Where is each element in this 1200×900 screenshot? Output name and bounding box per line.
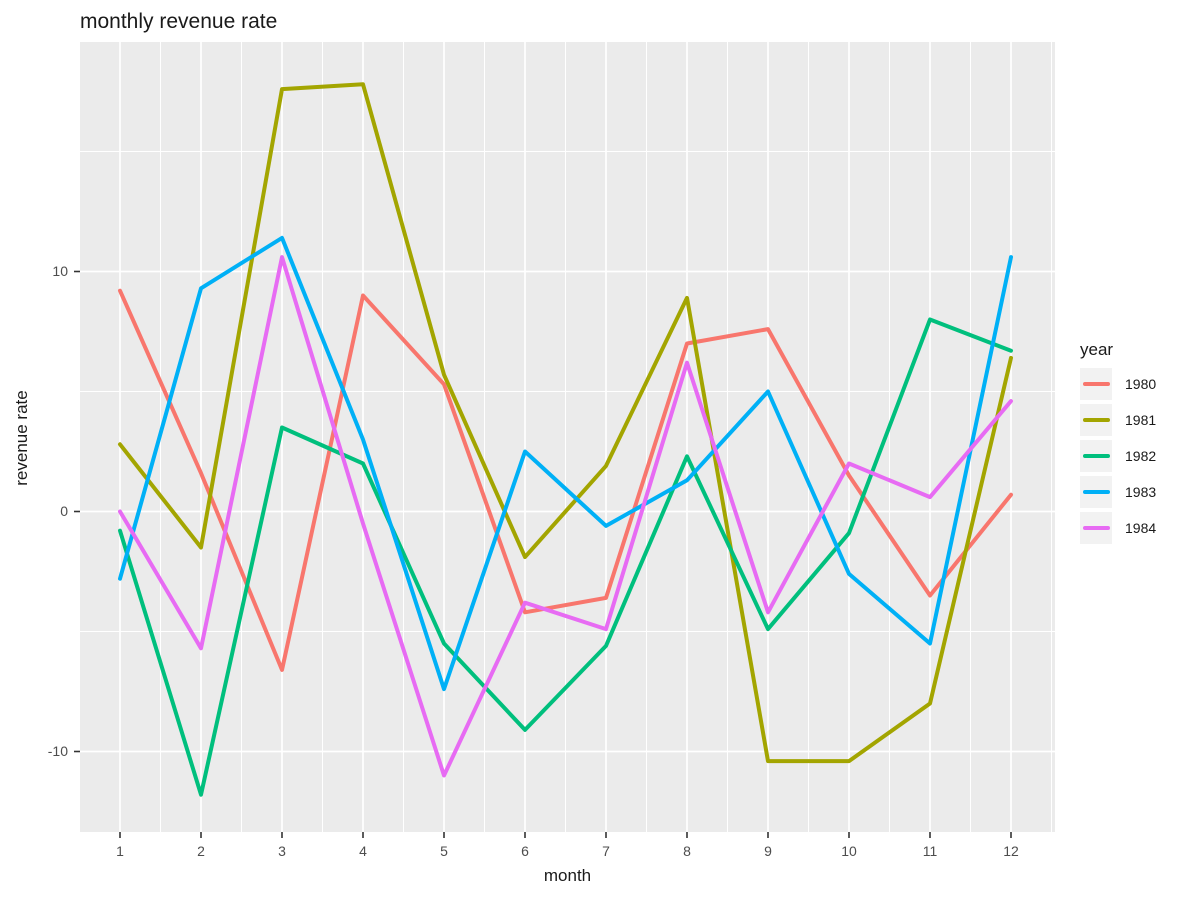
y-axis-title: revenue rate bbox=[12, 390, 31, 486]
x-tick-label: 12 bbox=[1003, 843, 1019, 859]
plot-panel bbox=[80, 42, 1055, 832]
legend-item-1983: 1983 bbox=[1080, 474, 1198, 510]
legend-label: 1983 bbox=[1125, 484, 1157, 500]
legend-key-swatch bbox=[1080, 440, 1112, 472]
legend-line-icon bbox=[1082, 454, 1110, 458]
x-tick-label: 11 bbox=[922, 843, 938, 859]
series-line-1981 bbox=[118, 82, 1013, 764]
series-line-1983 bbox=[118, 235, 1013, 692]
legend-line-icon bbox=[1082, 418, 1110, 422]
legend-key-swatch bbox=[1080, 476, 1112, 508]
legend-key-swatch bbox=[1080, 368, 1112, 400]
legend-label: 1982 bbox=[1125, 448, 1157, 464]
legend-label: 1984 bbox=[1125, 520, 1157, 536]
legend-line-icon bbox=[1082, 382, 1110, 386]
legend-label: 1981 bbox=[1125, 412, 1157, 428]
x-axis-title: month bbox=[543, 866, 592, 885]
x-tick-label: 2 bbox=[197, 843, 205, 859]
x-tick-label: 5 bbox=[440, 843, 448, 859]
series-line-1984 bbox=[118, 255, 1013, 778]
x-tick-label: 10 bbox=[841, 843, 857, 859]
legend-item-1981: 1981 bbox=[1080, 402, 1198, 438]
chart-title: monthly revenue rate bbox=[80, 10, 278, 33]
x-tick-label: 8 bbox=[683, 843, 691, 859]
legend-item-1984: 1984 bbox=[1080, 510, 1198, 546]
y-tick-label: 0 bbox=[60, 502, 68, 519]
y-tick-label: -10 bbox=[47, 742, 68, 759]
legend-key-swatch bbox=[1080, 404, 1112, 436]
x-tick-label: 7 bbox=[602, 843, 610, 859]
x-tick-label: 9 bbox=[764, 843, 772, 859]
legend-line-icon bbox=[1082, 490, 1110, 494]
legend-item-1982: 1982 bbox=[1080, 438, 1198, 474]
x-tick-label: 3 bbox=[278, 843, 286, 859]
legend-item-1980: 1980 bbox=[1080, 366, 1198, 402]
legend-label: 1980 bbox=[1125, 376, 1157, 392]
x-tick-label: 6 bbox=[521, 843, 529, 859]
legend: year 1980 1981 1982 1983 1984 bbox=[1080, 340, 1198, 546]
legend-title: year bbox=[1080, 340, 1114, 359]
y-tick-label: 10 bbox=[52, 262, 68, 279]
legend-line-icon bbox=[1082, 526, 1110, 530]
series-line-1982 bbox=[118, 317, 1013, 797]
legend-key-swatch bbox=[1080, 512, 1112, 544]
x-tick-label: 1 bbox=[116, 843, 124, 859]
x-tick-label: 4 bbox=[359, 843, 367, 859]
